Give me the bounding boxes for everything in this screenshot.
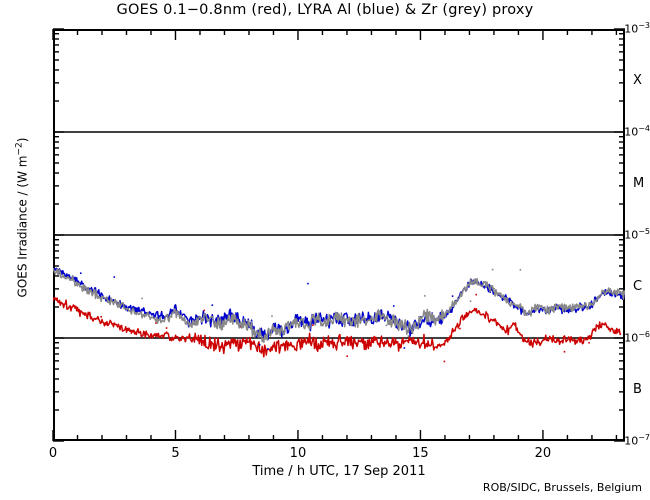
series-point xyxy=(491,268,494,271)
series-point xyxy=(211,304,214,306)
series-point xyxy=(76,309,79,311)
flare-class-label: C xyxy=(633,278,643,294)
y-axis-label-exponent: −2 xyxy=(14,142,25,156)
x-tick-label: 10 xyxy=(289,446,307,461)
y-tick-label: 10−7 xyxy=(602,433,650,448)
series-point xyxy=(469,300,472,303)
y-tick-label: 10−6 xyxy=(602,330,650,345)
y-axis-label-tail: ) xyxy=(15,137,30,143)
x-tick-label: 0 xyxy=(48,446,58,461)
series-point xyxy=(242,338,245,340)
x-tick-label: 20 xyxy=(534,446,552,461)
series-point xyxy=(346,355,348,357)
y-tick-mantissa: 10 xyxy=(624,125,639,139)
flare-class-label: B xyxy=(633,381,642,397)
series-point xyxy=(258,343,261,346)
series-point xyxy=(307,282,309,285)
y-axis-label-text: GOES Irradiance / (W m xyxy=(15,155,30,298)
series-point xyxy=(100,315,102,318)
credit-text: ROB/SIDC, Brussels, Belgium xyxy=(482,481,642,494)
series-point xyxy=(399,344,402,346)
y-tick-label: 10−5 xyxy=(602,227,650,242)
x-tick-label: 15 xyxy=(412,446,429,461)
y-tick-exponent: −6 xyxy=(638,330,650,339)
series-line xyxy=(53,267,625,341)
series-point xyxy=(117,304,120,306)
y-axis-label: GOES Irradiance / (W m−2) xyxy=(15,118,30,318)
y-tick-exponent: −7 xyxy=(638,433,650,442)
series-point xyxy=(620,291,622,294)
series-point xyxy=(165,327,168,329)
series-point xyxy=(316,348,318,350)
series-point xyxy=(79,272,82,274)
series-point xyxy=(203,309,205,312)
series-point xyxy=(451,295,454,297)
series-point xyxy=(459,327,461,330)
x-axis-label: Time / h UTC, 17 Sep 2011 xyxy=(252,464,426,479)
series-point xyxy=(467,312,469,315)
series-line xyxy=(53,268,625,344)
series-point xyxy=(155,322,157,324)
x-tick-label: 5 xyxy=(171,446,180,461)
y-tick-label: 10−3 xyxy=(602,21,650,36)
flare-class-label: X xyxy=(633,72,642,88)
series-point xyxy=(475,293,478,296)
series-line xyxy=(53,297,622,358)
series-point xyxy=(563,350,566,353)
series-point xyxy=(443,360,446,363)
series-point xyxy=(403,347,406,349)
series-point xyxy=(557,339,560,342)
series-point xyxy=(529,343,531,346)
y-tick-exponent: −4 xyxy=(638,124,650,133)
series-point xyxy=(113,276,116,278)
y-tick-mantissa: 10 xyxy=(624,22,639,36)
series-point xyxy=(385,324,388,327)
data-series-group xyxy=(53,267,625,363)
series-point xyxy=(267,348,269,350)
y-tick-mantissa: 10 xyxy=(624,228,639,242)
series-point xyxy=(519,269,522,271)
series-point xyxy=(588,341,590,344)
series-point xyxy=(392,305,395,307)
y-tick-exponent: −3 xyxy=(638,21,650,30)
y-tick-mantissa: 10 xyxy=(624,331,639,345)
y-tick-exponent: −5 xyxy=(638,227,650,236)
series-point xyxy=(407,335,410,337)
flare-class-label: M xyxy=(633,175,645,191)
series-point xyxy=(609,330,612,332)
series-point xyxy=(97,289,100,291)
plot-canvas xyxy=(53,131,625,363)
series-point xyxy=(271,315,273,317)
series-point xyxy=(423,295,426,297)
y-tick-label: 10−4 xyxy=(602,124,650,139)
series-point xyxy=(141,297,143,300)
chart-title: GOES 0.1−0.8nm (red), LYRA Al (blue) & Z… xyxy=(116,2,534,18)
y-tick-mantissa: 10 xyxy=(624,434,639,448)
series-point xyxy=(312,324,314,327)
series-point xyxy=(493,287,496,290)
